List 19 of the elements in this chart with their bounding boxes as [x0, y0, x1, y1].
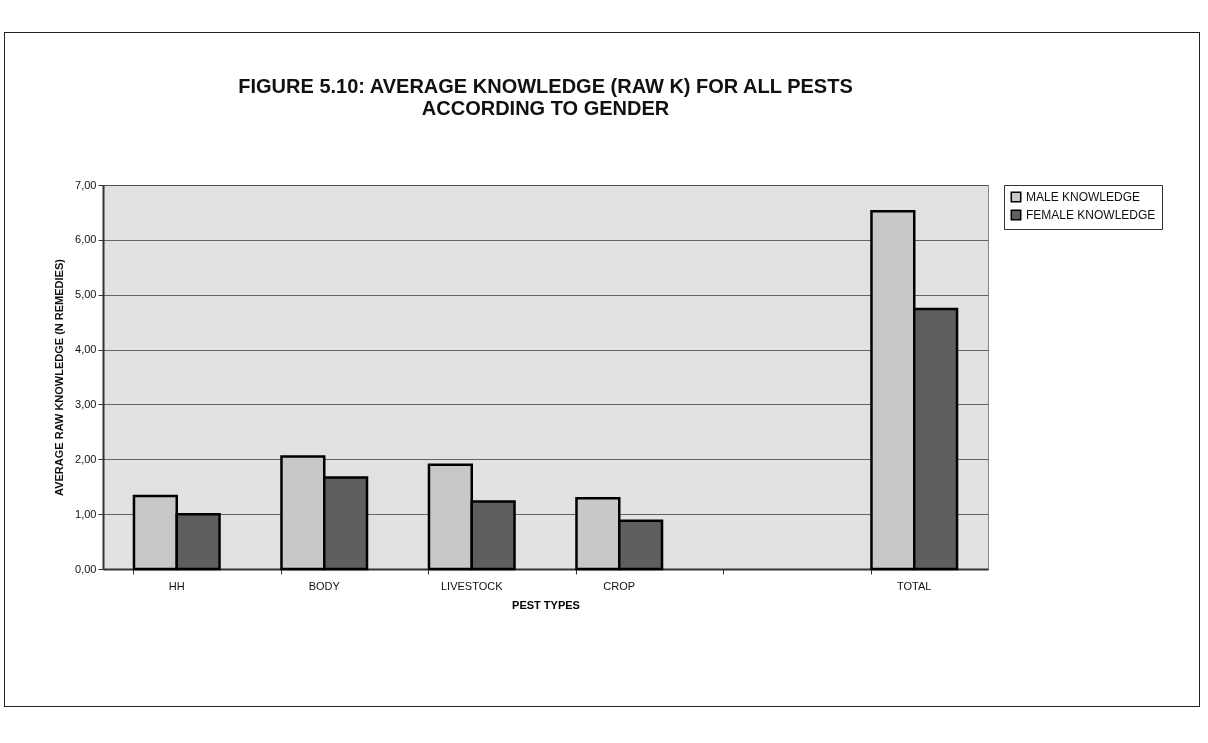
x-tick-label: CROP — [603, 579, 636, 592]
text: ACCORDING TO GENDER — [421, 97, 670, 119]
legend-label: MALE KNOWLEDGE — [1026, 190, 1141, 204]
y-tick-label: 0,00 — [75, 562, 97, 575]
legend-label: FEMALE KNOWLEDGE — [1026, 208, 1156, 222]
y-tick-label: 3,00 — [75, 397, 97, 410]
y-axis-title: AVERAGE RAW KNOWLEDGE (N REMEDIES) — [53, 258, 66, 496]
x-tick-label: TOTAL — [897, 579, 932, 592]
y-tick-label: 5,00 — [75, 288, 97, 301]
text: FIGURE 5.10: AVERAGE KNOWLEDGE (RAW K) FOR ALL PESTS — [238, 75, 853, 97]
y-tick-label: 6,00 — [75, 233, 97, 246]
y-tick-label: 7,00 — [75, 178, 97, 191]
y-tick-label: 4,00 — [75, 343, 97, 356]
x-tick-label: LIVESTOCK — [440, 579, 504, 592]
x-tick-label: BODY — [308, 579, 341, 592]
y-tick-label: 1,00 — [75, 507, 97, 520]
y-tick-label: 2,00 — [75, 452, 97, 465]
x-tick-label: HH — [168, 579, 185, 592]
x-axis-title: PEST TYPES — [512, 598, 580, 611]
